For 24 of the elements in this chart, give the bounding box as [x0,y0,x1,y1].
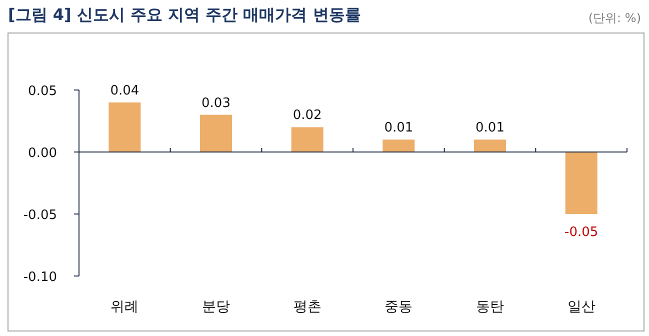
x-tick-label: 평촌 [293,299,322,315]
x-tick-label: 위례 [110,299,139,315]
data-label: 0.01 [384,120,414,136]
data-label: 0.03 [202,96,230,111]
bar [474,140,506,152]
x-tick-label: 분당 [202,299,230,315]
bar [291,127,324,152]
y-tick-label: 0.05 [28,84,57,99]
text: (단위: %) [588,11,641,25]
x-tick-label: 동탄 [476,299,504,315]
bar [200,114,232,152]
data-label: 0.04 [110,83,140,98]
data-label: 0.02 [292,108,322,124]
bar [108,102,141,152]
data-label: 0.01 [476,120,504,136]
bar [382,140,415,152]
y-tick-label: -0.05 [23,208,57,223]
chart-title: [그림 4] 신도시 주요 지역 주간 매매가격 변동률 [8,5,361,24]
data-label: -0.05 [564,225,598,240]
y-tick-label: -0.10 [23,270,57,285]
bar [565,152,598,214]
x-tick-label: 일산 [567,299,596,315]
x-tick-label: 중동 [384,299,413,315]
y-tick-label: 0.00 [28,146,57,161]
